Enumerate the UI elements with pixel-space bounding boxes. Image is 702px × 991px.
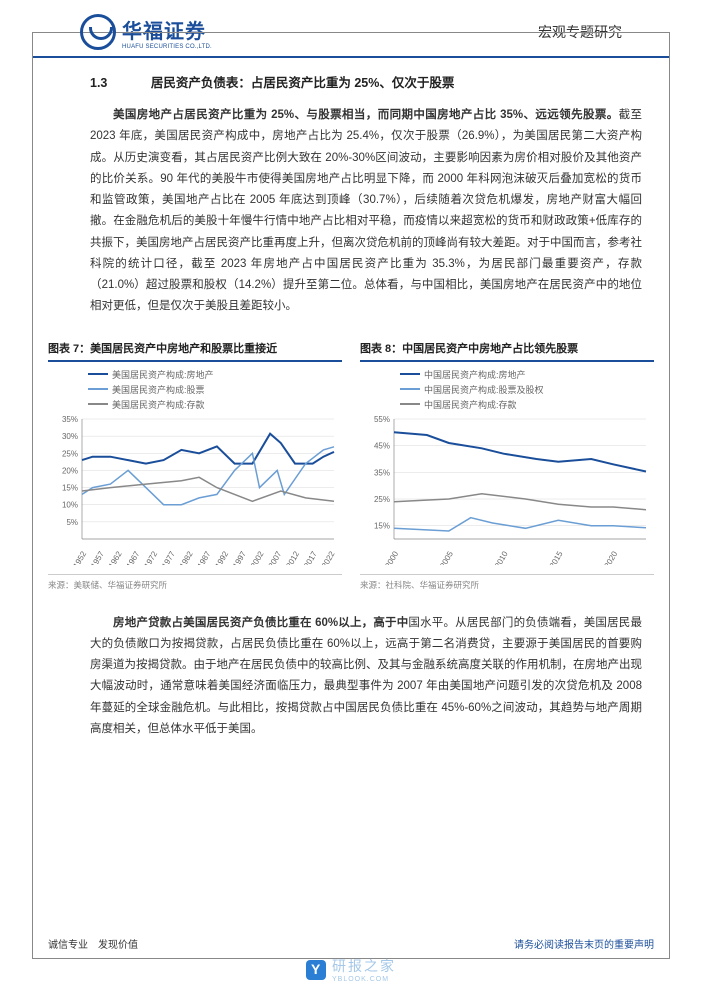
watermark-logo-icon [306, 960, 326, 980]
page-border [32, 32, 670, 959]
watermark-text: 研报之家 [332, 956, 396, 976]
company-logo-icon [80, 14, 116, 50]
watermark-sub: YBLOOK.COM [332, 976, 396, 983]
footer-left: 诚信专业 发现价值 [48, 936, 138, 951]
footer: 诚信专业 发现价值 请务必阅读报告末页的重要声明 [48, 936, 654, 951]
watermark: 研报之家 YBLOOK.COM [306, 956, 396, 983]
footer-right: 请务必阅读报告末页的重要声明 [514, 936, 654, 951]
